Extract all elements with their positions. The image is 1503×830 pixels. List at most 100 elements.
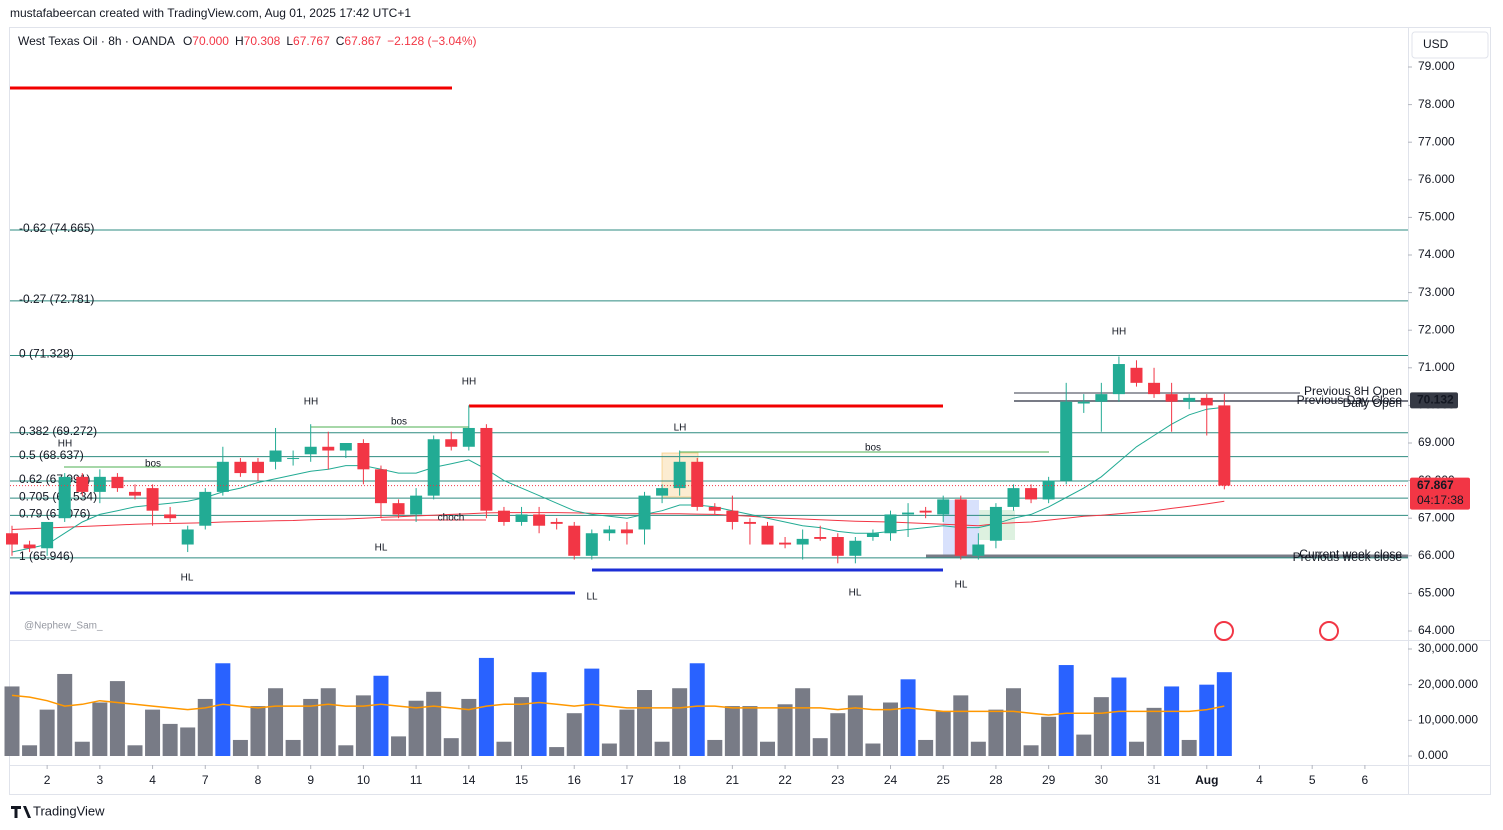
candle-body: [480, 427, 493, 511]
candle-body: [216, 461, 229, 492]
candle-body: [234, 461, 247, 474]
price-badge: [1410, 477, 1470, 510]
x-tick-label: 15: [515, 773, 529, 787]
candle-body: [128, 491, 141, 496]
candle-body: [269, 450, 282, 462]
candle-body: [585, 533, 598, 556]
candle-body: [673, 461, 686, 489]
volume-bar: [355, 695, 371, 756]
candle-body: [902, 512, 915, 515]
volume-bar: [549, 747, 565, 756]
candle-body: [76, 476, 89, 492]
x-tick-label: 22: [778, 773, 792, 787]
volume-bar: [795, 688, 811, 756]
candle-body: [884, 514, 897, 534]
ohlc-label: L: [286, 34, 293, 48]
candle-body: [199, 491, 212, 526]
currency-button[interactable]: [1411, 31, 1489, 59]
credit: mustafabeercan created with TradingView.…: [10, 6, 411, 20]
candle-body: [339, 443, 352, 451]
candle-body: [111, 476, 124, 489]
x-tick-label: 30: [1095, 773, 1109, 787]
candle-body: [515, 514, 528, 522]
volume-bar: [760, 741, 776, 756]
volume-bar: [689, 663, 705, 756]
candle-body: [726, 510, 739, 522]
ohlc-label: O: [183, 34, 192, 48]
x-tick-label: 4: [1256, 773, 1263, 787]
candle-body: [989, 506, 1002, 541]
volume-bar: [672, 688, 688, 756]
y-tick-label: 72.000: [1418, 322, 1455, 336]
candle-body: [1200, 397, 1213, 406]
fib-label: 0.79 (67.076): [19, 507, 90, 521]
event-icon[interactable]: [1319, 621, 1339, 641]
y-tick-label: 73.000: [1418, 285, 1455, 299]
x-tick-label: 3: [97, 773, 104, 787]
x-tick-label: 4: [149, 773, 156, 787]
volume-bar: [1041, 716, 1057, 756]
y-tick-label: 67.000: [1418, 510, 1455, 524]
candle-body: [1218, 405, 1231, 486]
y-tick-label: 77.000: [1418, 134, 1455, 148]
structure-label: HH: [58, 439, 72, 450]
volume-bar: [4, 686, 20, 756]
ohlc-value: 70.000: [192, 34, 229, 48]
volume-bar: [1164, 686, 1180, 756]
candle-body: [691, 461, 704, 507]
structure-label: LL: [586, 592, 598, 603]
candle-body: [287, 458, 300, 460]
x-tick-label: Aug: [1195, 773, 1218, 787]
candle-body: [410, 495, 423, 515]
volume-bar: [1181, 739, 1197, 756]
candle-body: [304, 446, 317, 455]
candle-body: [427, 439, 440, 496]
candle-body: [708, 506, 721, 511]
volume-bar: [566, 713, 582, 756]
volume-bar: [918, 739, 934, 756]
event-icon[interactable]: [1214, 621, 1234, 641]
candle-body: [1148, 382, 1161, 395]
level-label: Daily Open: [1343, 396, 1402, 410]
candle-body: [93, 476, 106, 492]
brand: TradingView: [33, 803, 105, 818]
structure-label: bos: [391, 417, 407, 428]
candle-body: [954, 499, 967, 556]
volume-bar: [812, 738, 828, 756]
level-label: Previous 8H Open: [1304, 384, 1402, 398]
volume-bar: [303, 698, 319, 756]
volume-bar: [1146, 707, 1162, 756]
volume-bar: [162, 723, 178, 756]
fib-label: 0 (71.328): [19, 347, 74, 361]
y-tick-label: 78.000: [1418, 97, 1455, 111]
x-tick-label: 2: [44, 773, 51, 787]
price-badge-label: 70.132: [1417, 393, 1454, 407]
volume-bar: [1216, 672, 1232, 756]
y2-tick-label: 10,000.000: [1418, 713, 1478, 727]
volume-bar: [127, 745, 143, 756]
candle-body: [1095, 394, 1108, 402]
y-tick-label: 76.000: [1418, 172, 1455, 186]
candle-body: [761, 525, 774, 545]
volume-bar: [707, 739, 723, 756]
x-tick-label: 9: [307, 773, 314, 787]
candle-body: [1130, 367, 1143, 383]
volume-bar: [391, 736, 407, 756]
x-tick-label: 6: [1362, 773, 1369, 787]
change: −2.128 (−3.04%): [387, 34, 476, 48]
x-tick-label: 23: [831, 773, 845, 787]
candle-body: [972, 544, 985, 556]
brand-logo: [11, 806, 31, 818]
volume-bar: [285, 739, 301, 756]
candle-body: [638, 495, 651, 530]
candle-body: [41, 521, 54, 549]
structure-label: HL: [181, 573, 194, 584]
volume-bar: [145, 709, 161, 756]
volume-bar: [1128, 741, 1144, 756]
y-tick-label: 64.000: [1418, 623, 1455, 637]
structure-label: HL: [849, 588, 862, 599]
currency: USD: [1423, 37, 1449, 51]
volume-bar: [953, 695, 969, 756]
volume-bar: [777, 704, 793, 756]
